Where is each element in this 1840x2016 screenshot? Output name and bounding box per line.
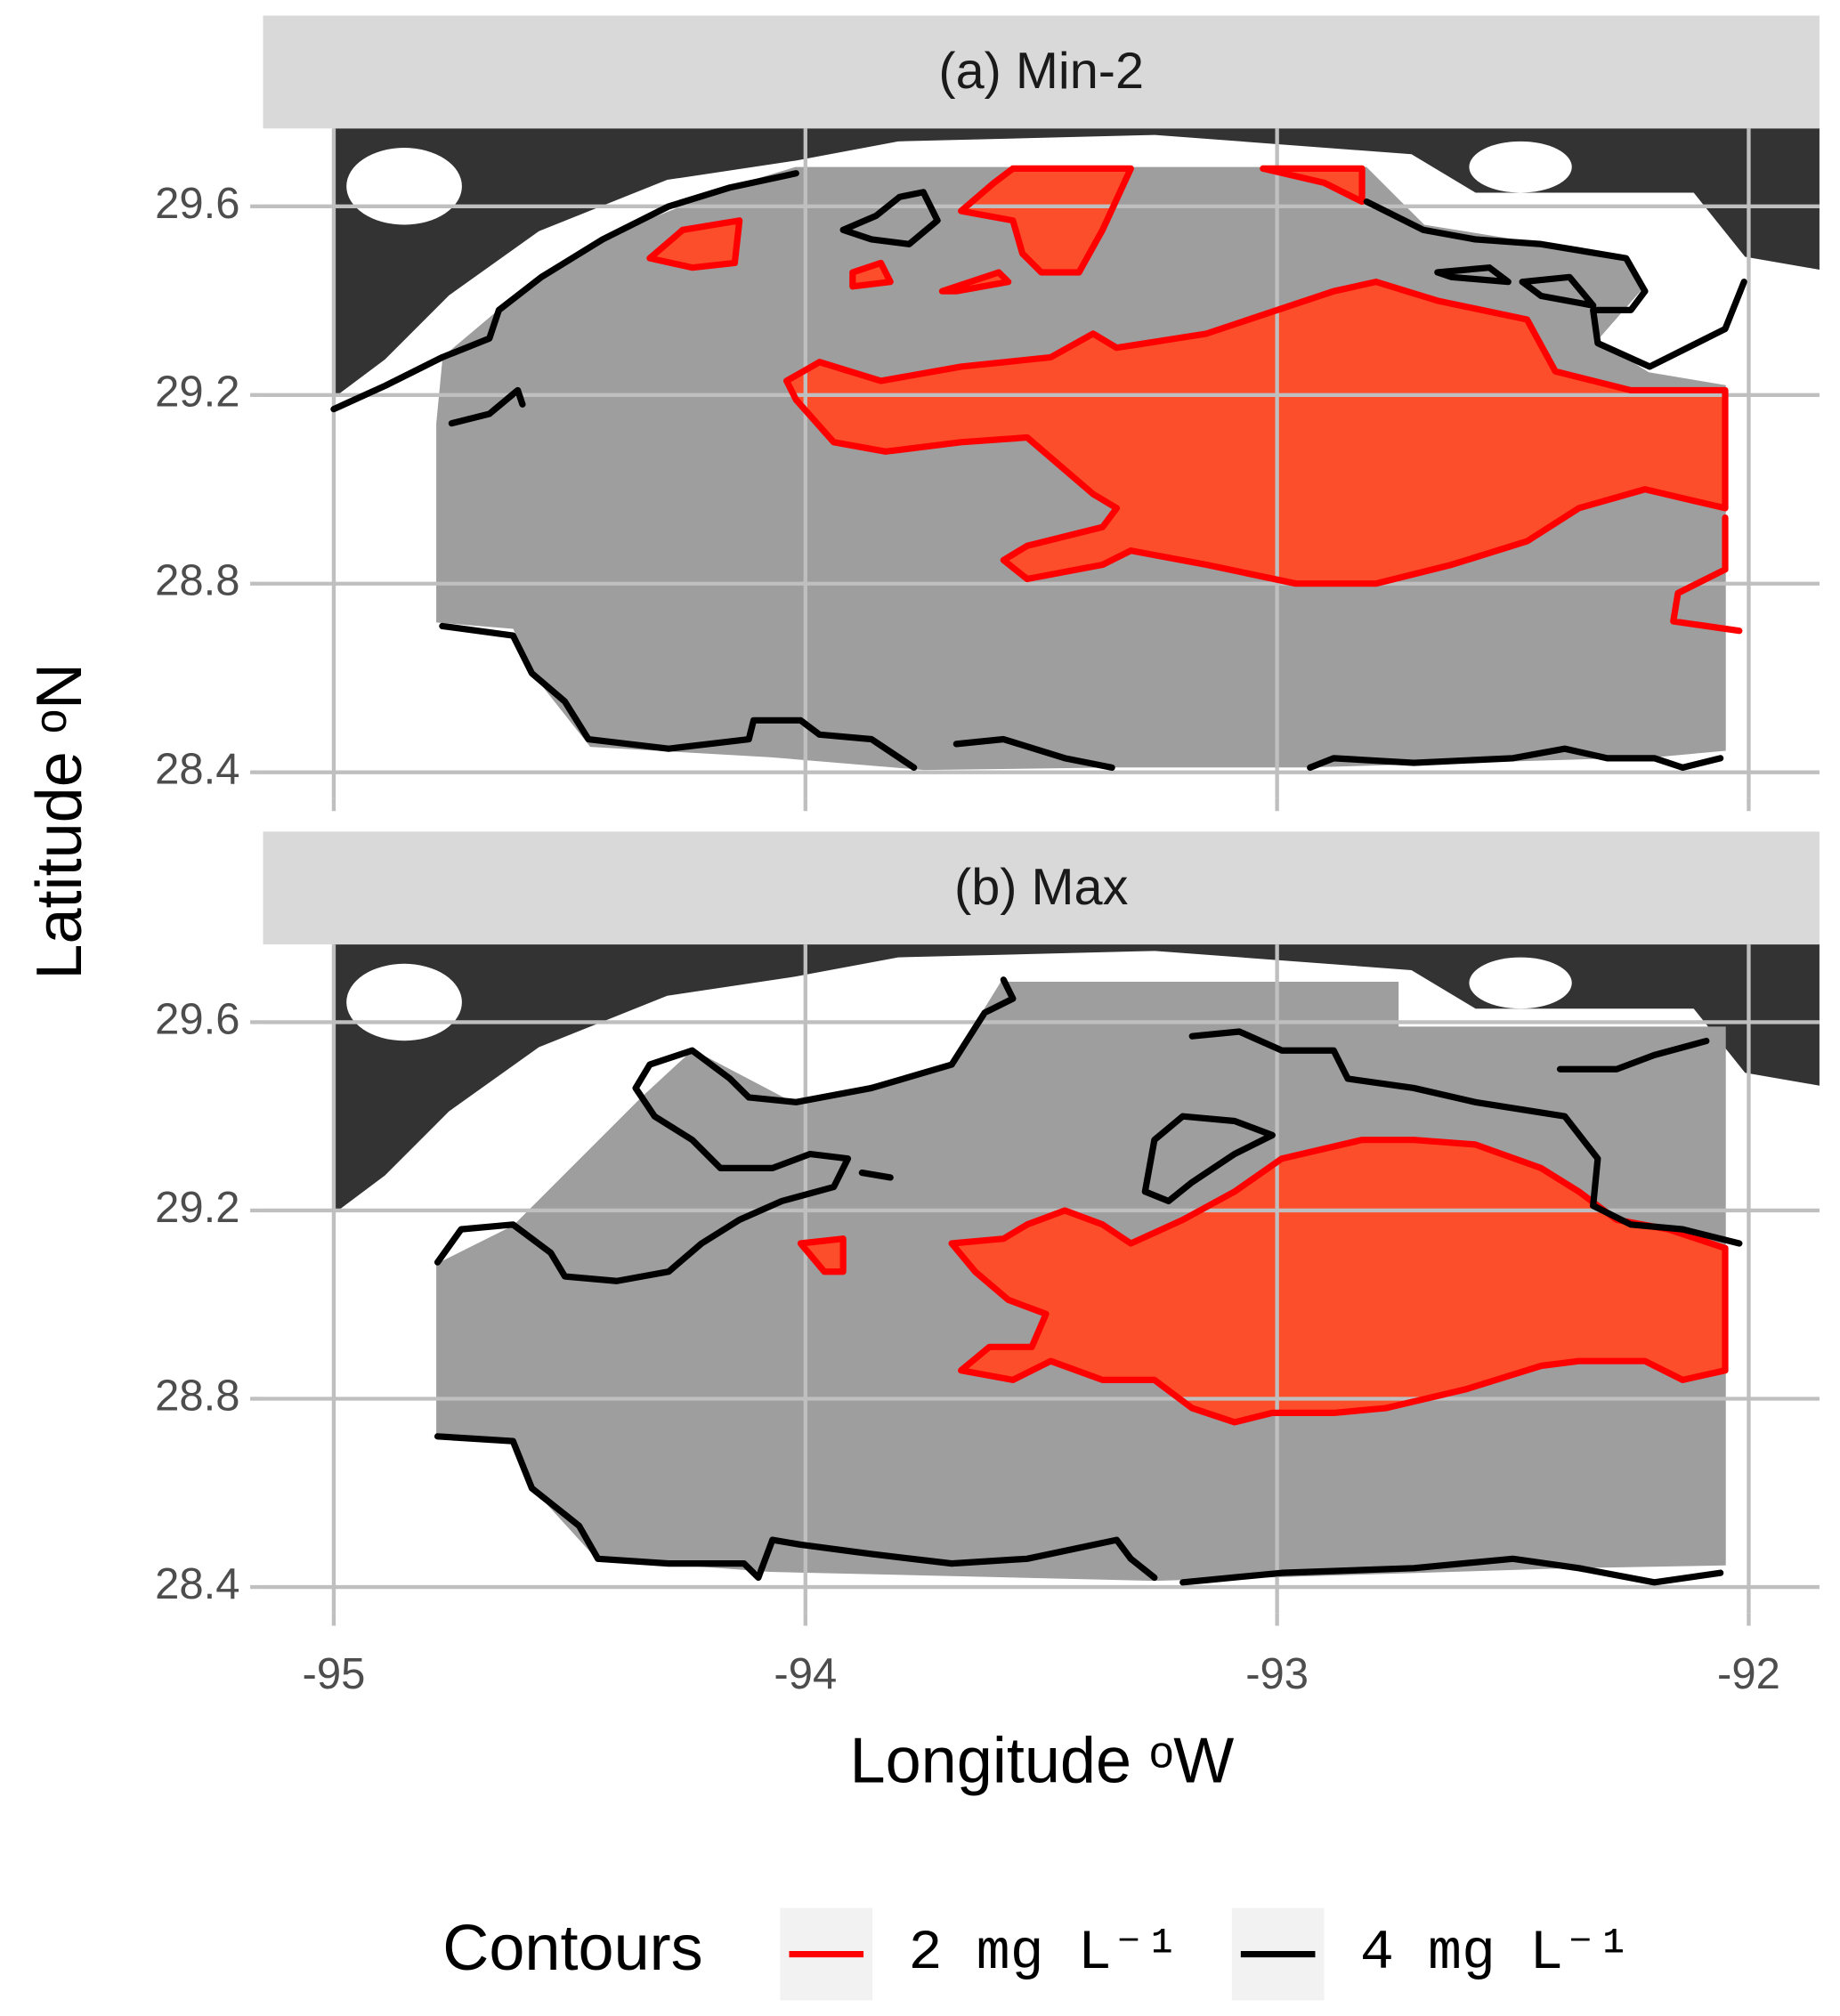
contour-area bbox=[961, 168, 1131, 273]
facet-strip bbox=[263, 831, 1820, 945]
y-tick-label: 28.4 bbox=[155, 746, 239, 794]
land bbox=[333, 944, 1820, 1214]
y-tick-label: 29.2 bbox=[155, 368, 239, 417]
contour-line bbox=[330, 170, 1747, 771]
legend-label: 4 mg L⁻¹ bbox=[1360, 1922, 1632, 1986]
facet-title: (b) Max bbox=[954, 859, 1129, 916]
facet-strip bbox=[263, 15, 1820, 129]
lake bbox=[1469, 957, 1572, 1009]
y-tick-label: 28.8 bbox=[155, 557, 239, 605]
y-tick-label: 28.8 bbox=[155, 1372, 239, 1420]
x-tick-label: -93 bbox=[1245, 1650, 1309, 1698]
contour-area bbox=[786, 281, 1725, 584]
x-tick-label: -95 bbox=[303, 1650, 366, 1698]
land bbox=[333, 128, 1820, 399]
contour-line bbox=[434, 976, 1743, 1586]
lake bbox=[346, 148, 462, 225]
lake bbox=[1469, 141, 1572, 193]
contour-line bbox=[797, 1137, 1729, 1426]
x-tick-label: -92 bbox=[1717, 1650, 1780, 1698]
y-tick-label: 29.2 bbox=[155, 1184, 239, 1232]
y-tick-label: 28.4 bbox=[155, 1560, 239, 1608]
y-tick-label: 29.6 bbox=[155, 180, 239, 228]
facet-title: (a) Min-2 bbox=[938, 43, 1144, 100]
lake bbox=[346, 963, 462, 1041]
y-axis-title: Latitude ᵒN bbox=[24, 663, 95, 980]
x-tick-label: -94 bbox=[774, 1650, 837, 1698]
contour-area bbox=[649, 220, 740, 268]
contour-line bbox=[646, 165, 1743, 635]
x-axis-title: Longitude ᵒW bbox=[850, 1726, 1235, 1797]
contour-area bbox=[800, 1238, 844, 1272]
y-tick-label: 29.6 bbox=[155, 995, 239, 1043]
legend-label: 2 mg L⁻¹ bbox=[909, 1922, 1180, 1986]
contour-area bbox=[1262, 168, 1363, 202]
legend-title: Contours bbox=[442, 1913, 702, 1984]
